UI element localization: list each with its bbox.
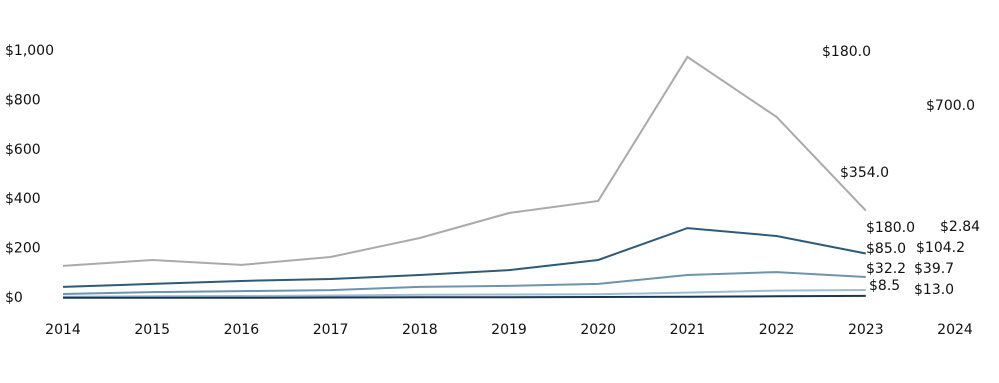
x-tick-label: 2020 <box>580 322 616 338</box>
x-tick-label: 2018 <box>402 322 438 338</box>
x-tick-label: 2014 <box>45 322 81 338</box>
annotation: $104.2 <box>916 240 965 256</box>
series-line <box>62 271 866 296</box>
value-label: $32.2 <box>866 261 906 277</box>
value-label: $180.0 <box>866 220 915 236</box>
series-line <box>62 289 866 298</box>
y-tick-label: $400 <box>5 191 41 207</box>
annotation: $39.7 <box>914 261 954 277</box>
y-tick-label: $800 <box>5 92 41 108</box>
y-tick-label: $600 <box>5 142 41 158</box>
y-tick-label: $1,000 <box>5 43 54 59</box>
x-tick-label: 2016 <box>224 322 260 338</box>
annotation: $700.0 <box>926 98 975 114</box>
annotation: $2.84 <box>940 219 980 235</box>
series-line <box>62 227 866 288</box>
value-label: $85.0 <box>866 241 906 257</box>
annotation: $13.0 <box>914 282 954 298</box>
y-tick-label: $0 <box>5 290 23 306</box>
y-tick-label: $200 <box>5 241 41 257</box>
value-label: $354.0 <box>840 165 889 181</box>
x-tick-label: 2017 <box>313 322 349 338</box>
value-label: $8.5 <box>869 278 900 294</box>
series-line <box>63 294 866 299</box>
x-tick-label: 2024 <box>937 322 973 338</box>
series-line <box>62 55 867 267</box>
x-tick-label: 2021 <box>670 322 706 338</box>
annotation: $180.0 <box>822 44 871 60</box>
x-tick-label: 2022 <box>759 322 795 338</box>
x-tick-label: 2015 <box>134 322 170 338</box>
x-tick-label: 2023 <box>848 322 884 338</box>
x-tick-label: 2019 <box>491 322 527 338</box>
